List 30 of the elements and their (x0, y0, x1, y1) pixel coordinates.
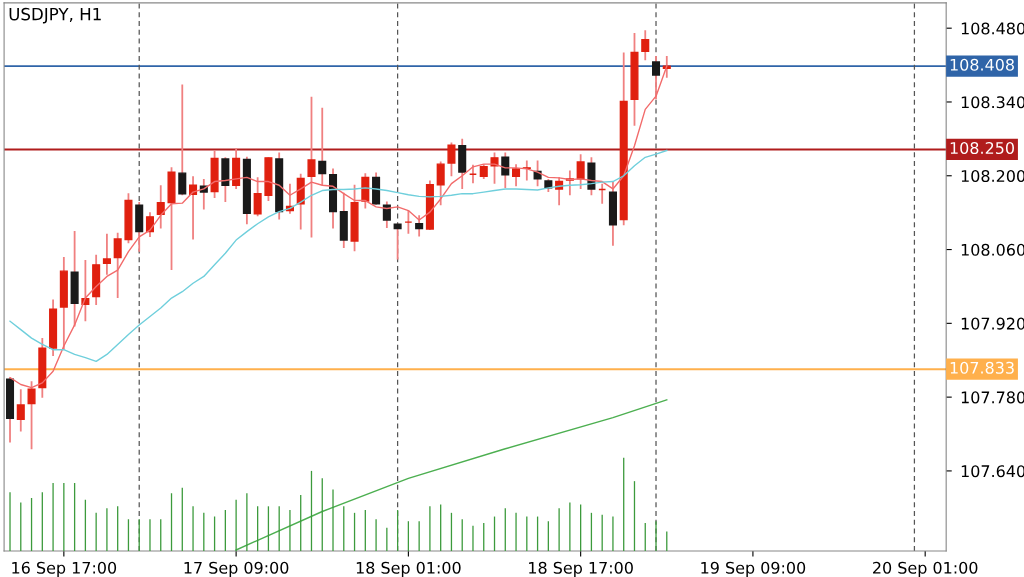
x-tick-label: 19 Sep 09:00 (701, 561, 806, 577)
x-tick-label: 18 Sep 17:00 (529, 561, 633, 577)
candlestick (253, 176, 262, 218)
candlestick (576, 153, 585, 190)
ref-line-label: 108.408 (950, 58, 1014, 71)
candlestick (27, 380, 36, 451)
ref-line-label: 107.833 (950, 361, 1014, 374)
candlestick (512, 163, 521, 188)
candlestick (16, 388, 25, 433)
candlestick (178, 83, 187, 197)
x-tick-label: 20 Sep 01:00 (873, 561, 978, 577)
line-series (9, 149, 668, 362)
candlestick (113, 231, 122, 299)
candlestick (662, 55, 671, 79)
candlestick (415, 214, 424, 238)
candlestick (651, 55, 661, 101)
candlestick (156, 184, 165, 230)
ref-line-label: 108.250 (950, 141, 1014, 155)
x-tick-label: 17 Sep 09:00 (184, 561, 289, 577)
chart-title: USDJPY, H1 (9, 7, 101, 24)
candlestick (102, 232, 111, 276)
x-tick-label: 18 Sep 01:00 (356, 561, 461, 577)
candlestick (436, 160, 445, 207)
candlestick (393, 222, 402, 261)
candlestick (307, 95, 316, 239)
candlestick (447, 141, 456, 178)
x-tick-label: 16 Sep 17:00 (12, 561, 117, 577)
candlestick (382, 200, 391, 229)
candlestick (318, 106, 327, 187)
candlestick (641, 29, 650, 62)
